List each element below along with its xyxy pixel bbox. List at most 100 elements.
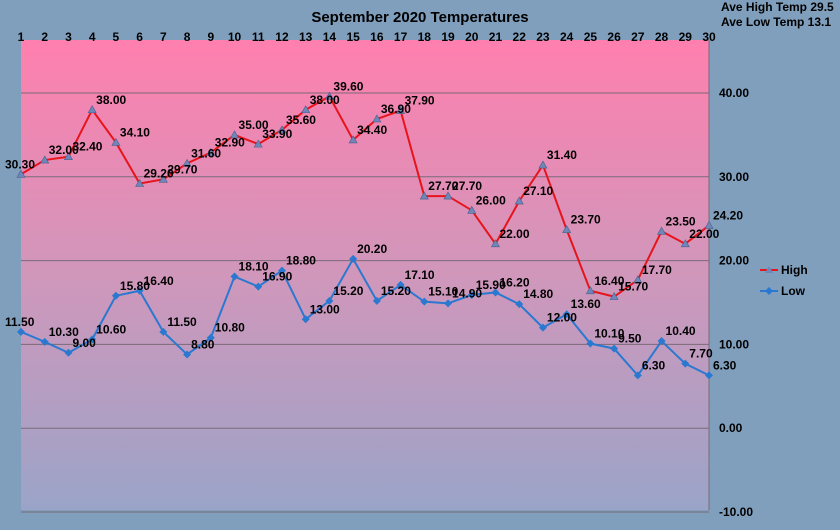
gridlines: [21, 92, 709, 513]
data-point-high: [562, 224, 572, 233]
x-tick-label: 11: [252, 30, 265, 44]
y-tick-label: 20.00: [719, 254, 749, 268]
data-point-high: [182, 158, 192, 167]
data-point-high: [40, 155, 50, 164]
data-point-low: [420, 297, 429, 306]
x-tick-label: 25: [584, 30, 598, 44]
x-tick-label: 29: [679, 30, 693, 44]
data-point-low: [183, 350, 192, 359]
data-label-high: 29.70: [167, 162, 197, 176]
data-point-low: [515, 300, 524, 309]
chart-title: September 2020 Temperatures: [311, 9, 528, 26]
data-point-low: [444, 299, 453, 308]
data-label-high: 38.00: [310, 93, 340, 107]
x-tick-label: 20: [465, 30, 479, 44]
data-point-high: [324, 91, 334, 100]
legend-label-high: High: [781, 263, 808, 277]
data-point-high: [158, 174, 168, 183]
legend-marker: [765, 287, 773, 295]
x-tick-label: 27: [631, 30, 645, 44]
data-label-low: 6.30: [642, 358, 666, 372]
data-label-low: 10.60: [96, 322, 126, 336]
data-label-high: 23.70: [571, 213, 601, 227]
data-label-low: 13.00: [310, 302, 340, 316]
data-point-low: [562, 310, 571, 319]
data-label-low: 9.50: [618, 332, 642, 346]
legend: High Low: [760, 263, 808, 298]
data-point-high: [206, 147, 216, 156]
data-label-low: 9.00: [72, 336, 96, 350]
data-label-high: 36.90: [381, 102, 411, 116]
x-tick-label: 24: [560, 30, 574, 44]
data-label-low: 12.00: [547, 311, 577, 325]
data-label-low: 16.20: [499, 275, 529, 289]
x-tick-label: 17: [394, 30, 408, 44]
data-point-low: [467, 290, 476, 299]
data-label-low: 10.10: [594, 327, 624, 341]
data-label-low: 6.30: [713, 358, 737, 372]
data-point-low: [301, 315, 310, 324]
x-tick-label: 3: [65, 30, 72, 44]
data-point-high: [633, 275, 643, 284]
data-point-high: [396, 105, 406, 114]
data-point-high: [63, 152, 73, 160]
y-tick-label: 30.00: [719, 170, 749, 184]
data-label-high: 26.00: [476, 193, 506, 207]
data-point-high: [111, 137, 121, 146]
series-layer: [16, 91, 714, 380]
data-label-high: 33.90: [262, 127, 292, 141]
data-point-low: [40, 337, 49, 346]
data-label-high: 30.30: [5, 157, 35, 171]
data-point-high: [277, 125, 287, 134]
data-point-low: [135, 286, 144, 295]
data-point-low: [111, 291, 120, 300]
y-tick-label: -10.00: [719, 505, 753, 519]
data-point-low: [64, 348, 73, 357]
data-label-low: 13.60: [571, 297, 601, 311]
data-point-high: [514, 196, 524, 205]
data-label-high: 38.00: [96, 93, 126, 107]
data-point-low: [230, 272, 239, 281]
x-axis: 1 2 3 4 5 6 7 8 9 10 11 12 13 14 15 16 17 18 19 20 21 22 23 24 2…: [18, 30, 716, 44]
data-point-low: [610, 344, 619, 353]
data-point-high: [490, 239, 500, 248]
y-tick-label: 40.00: [719, 86, 749, 100]
data-label-low: 14.90: [452, 286, 482, 300]
x-tick-label: 13: [299, 30, 313, 44]
x-tick-label: 7: [160, 30, 167, 44]
data-point-high: [419, 191, 429, 200]
data-label-high: 37.90: [405, 94, 435, 108]
x-tick-label: 22: [513, 30, 527, 44]
data-point-high: [87, 105, 97, 114]
data-point-high: [585, 286, 595, 295]
data-point-low: [372, 296, 381, 305]
data-label-low: 15.80: [120, 279, 150, 293]
data-label-low: 14.80: [523, 287, 553, 301]
data-label-low: 18.80: [286, 254, 316, 268]
data-label-low: 11.50: [5, 315, 35, 329]
data-label-low: 16.40: [144, 274, 174, 288]
data-label-low: 15.10: [428, 285, 458, 299]
x-tick-label: 23: [536, 30, 550, 44]
data-point-low: [657, 337, 666, 346]
legend-label-low: Low: [781, 284, 806, 298]
average-high-stat: Ave High Temp 29.5: [721, 0, 834, 14]
x-tick-label: 14: [323, 30, 337, 44]
data-label-low: 15.90: [476, 278, 506, 292]
data-label-high: 32.40: [72, 140, 102, 154]
data-point-high: [443, 191, 453, 200]
plot-area: [21, 40, 709, 510]
data-point-low: [88, 335, 97, 344]
x-tick-label: 9: [207, 30, 214, 44]
data-point-low: [681, 359, 690, 368]
data-point-low: [325, 296, 334, 305]
y-axis: -10.00 0.00 10.00 20.00 30.00 40.00: [708, 40, 753, 519]
data-point-low: [396, 280, 405, 289]
data-label-low: 10.80: [215, 321, 245, 335]
data-point-high: [230, 130, 240, 139]
data-point-low: [349, 254, 358, 263]
series-line-low: [20, 256, 710, 378]
x-tick-label: 5: [113, 30, 120, 44]
x-tick-label: 21: [489, 30, 503, 44]
